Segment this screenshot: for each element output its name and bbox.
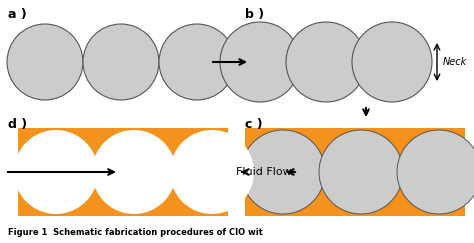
Circle shape [220, 22, 300, 102]
Text: d ): d ) [8, 118, 27, 131]
Bar [18, 128, 228, 216]
Circle shape [319, 130, 403, 214]
Text: b ): b ) [245, 8, 264, 21]
Bar [245, 128, 465, 216]
Circle shape [7, 24, 83, 100]
Text: Neck: Neck [443, 57, 467, 67]
Circle shape [83, 24, 159, 100]
Circle shape [92, 130, 176, 214]
Circle shape [159, 24, 235, 100]
Circle shape [397, 130, 474, 214]
Text: c ): c ) [245, 118, 263, 131]
Circle shape [170, 130, 254, 214]
Text: Figure 1  Schematic fabrication procedures of CIO wit: Figure 1 Schematic fabrication procedure… [8, 228, 263, 237]
Text: Fluid Flow: Fluid Flow [236, 167, 292, 177]
Circle shape [352, 22, 432, 102]
Text: a ): a ) [8, 8, 27, 21]
Circle shape [286, 22, 366, 102]
Circle shape [241, 130, 325, 214]
Circle shape [14, 130, 98, 214]
